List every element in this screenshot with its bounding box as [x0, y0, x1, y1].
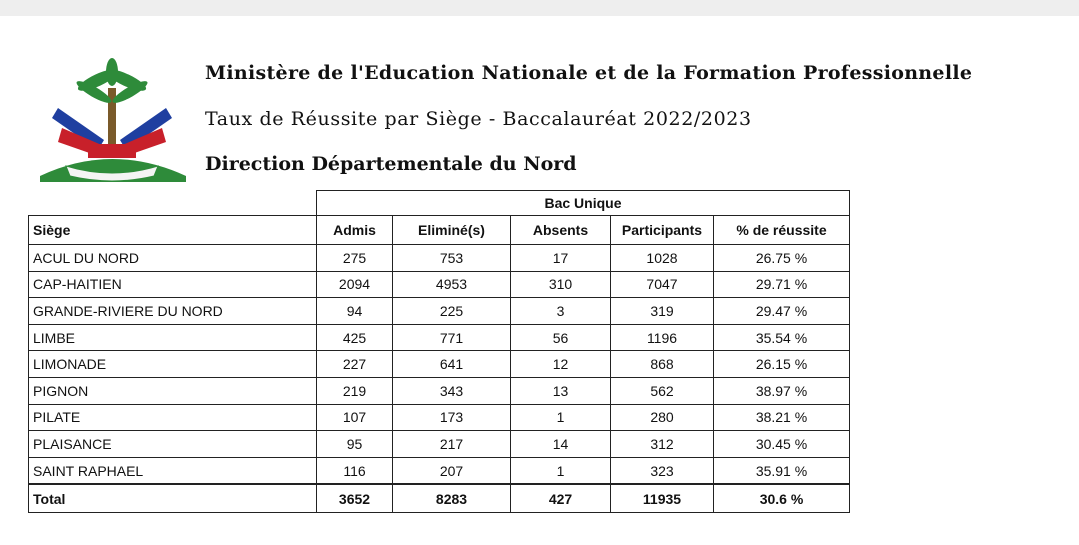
cell: 1196 [610, 323, 714, 352]
total-cell: 11935 [610, 483, 714, 514]
cell: 35.91 % [713, 456, 850, 485]
cell: 95 [316, 430, 393, 458]
cell: 771 [392, 323, 511, 352]
cell: 30.45 % [713, 430, 850, 458]
header-row: Siège Admis Eliminé(s) Absents Participants%… [28, 215, 850, 245]
total-cell: 8283 [392, 483, 511, 514]
top-bar [0, 0, 1079, 16]
cell: 319 [610, 297, 714, 325]
cell: 1 [510, 456, 611, 485]
cell: 425 [316, 323, 393, 352]
row-label: CAP-HAITIEN [28, 270, 317, 299]
cell: 94 [316, 297, 393, 325]
data-row: CAP-HAITIEN 2094 4953 310 7047 29.71 % [28, 270, 850, 299]
cell: 14 [510, 430, 611, 458]
group-header-row: Bac Unique [29, 190, 850, 216]
cell: 2094 [316, 270, 393, 299]
cell: 225 [392, 297, 511, 325]
cell: 4953 [392, 270, 511, 299]
cell: 227 [316, 350, 393, 378]
cell: 107 [316, 403, 393, 432]
row-label: LIMONADE [28, 350, 317, 378]
cell: 17 [510, 244, 611, 272]
row-label: LIMBE [28, 323, 317, 352]
cell: 3 [510, 297, 611, 325]
cell: 29.47 % [713, 297, 850, 325]
column-header: Participants [610, 215, 714, 245]
group-header: Bac Unique [316, 190, 850, 216]
cell: 173 [392, 403, 511, 432]
total-label: Total [28, 483, 317, 514]
cell: 868 [610, 350, 714, 378]
cell: 116 [316, 456, 393, 485]
results-table: Bac Unique Siège Admis Eliminé(s) Absents Par… [28, 190, 850, 514]
cell: 38.97 % [713, 376, 850, 405]
blank-cell [29, 191, 317, 216]
cell: 1 [510, 403, 611, 432]
row-label: ACUL DU NORD [28, 244, 317, 272]
row-label: GRANDE-RIVIERE DU NORD [28, 297, 317, 325]
cell: 207 [392, 456, 511, 485]
cell: 13 [510, 376, 611, 405]
cell: 219 [316, 376, 393, 405]
cell: 343 [392, 376, 511, 405]
data-row: SAINT RAPHAEL 116 207 1 323 35.91 % [28, 456, 850, 485]
total-row: Total 3652 8283 427 11935 30.6 % [28, 483, 850, 514]
cell: 7047 [610, 270, 714, 299]
cell: 217 [392, 430, 511, 458]
cell: 35.54 % [713, 323, 850, 352]
column-header: Admis [316, 215, 393, 245]
cell: 310 [510, 270, 611, 299]
cell: 280 [610, 403, 714, 432]
cell: 275 [316, 244, 393, 272]
cell: 753 [392, 244, 511, 272]
data-row: LIMBE 425 771 56 1196 35.54 % [28, 323, 850, 352]
data-row: PILATE 107 173 1 280 38.21 % [28, 403, 850, 432]
row-label: SAINT RAPHAEL [28, 456, 317, 485]
data-row: PIGNON 219 343 13 562 38.97 % [28, 376, 850, 405]
cell: 641 [392, 350, 511, 378]
cell: 26.75 % [713, 244, 850, 272]
ministry-title: Ministère de l'Education Nationale et de… [205, 62, 973, 84]
data-row: GRANDE-RIVIERE DU NORD 94 225 3 319 29.47 % [28, 297, 850, 325]
column-header: Absents [510, 215, 611, 245]
cell: 12 [510, 350, 611, 378]
cell: 38.21 % [713, 403, 850, 432]
cell: 312 [610, 430, 714, 458]
department-title: Direction Départementale du Nord [205, 153, 577, 175]
emblem [40, 58, 186, 182]
row-label: PLAISANCE [28, 430, 317, 458]
column-header: Siège [28, 215, 317, 245]
cell: 29.71 % [713, 270, 850, 299]
total-cell: 30.6 % [713, 483, 850, 514]
cell: 26.15 % [713, 350, 850, 378]
column-header: Eliminé(s) [392, 215, 511, 245]
cell: 56 [510, 323, 611, 352]
cell: 323 [610, 456, 714, 485]
cell: 562 [610, 376, 714, 405]
column-header: % de réussite [713, 215, 850, 245]
total-cell: 427 [510, 483, 611, 514]
data-row: LIMONADE 227 641 12 868 26.15 % [28, 350, 850, 378]
data-row: ACUL DU NORD 275 753 17 1028 26.75 % [28, 244, 850, 272]
row-label: PILATE [28, 403, 317, 432]
cell: 1028 [610, 244, 714, 272]
row-label: PIGNON [28, 376, 317, 405]
report-subtitle: Taux de Réussite par Siège - Baccalauréa… [205, 108, 752, 130]
data-row: PLAISANCE 95 217 14 312 30.45 % [28, 430, 850, 458]
total-cell: 3652 [316, 483, 393, 514]
